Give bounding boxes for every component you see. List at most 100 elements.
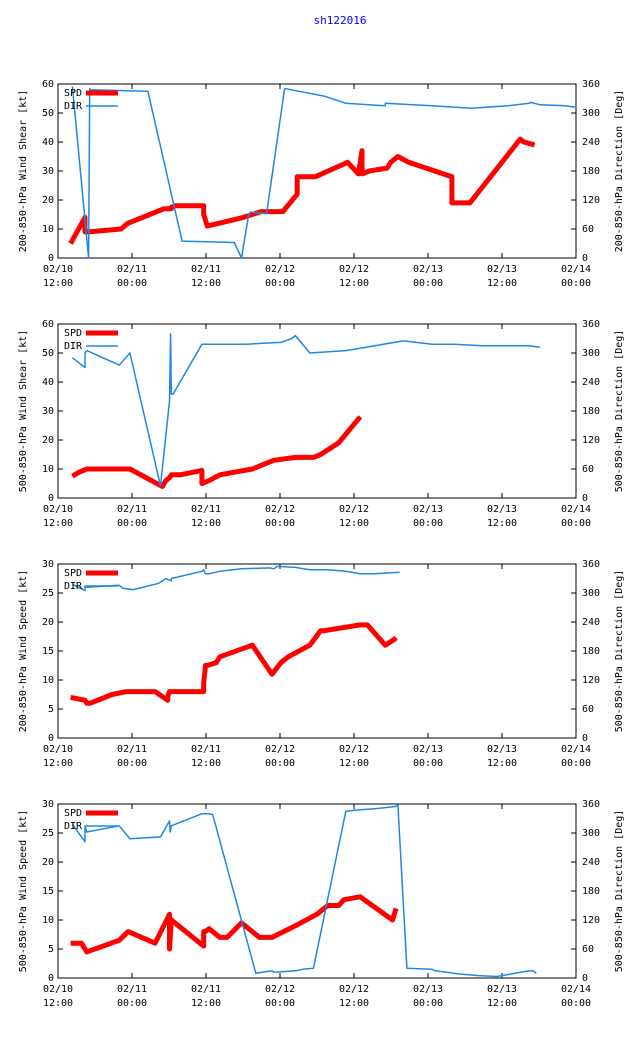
y2tick-label: 300 bbox=[582, 588, 600, 599]
ytick-label: 40 bbox=[42, 377, 54, 388]
y2tick-label: 180 bbox=[582, 646, 600, 657]
spd-series-line bbox=[68, 136, 536, 245]
y2tick-label: 360 bbox=[582, 319, 600, 330]
xtick-label-time: 00:00 bbox=[265, 278, 295, 289]
y2tick-label: 360 bbox=[582, 559, 600, 570]
xtick-label-date: 02/10 bbox=[43, 744, 73, 755]
ytick-label: 50 bbox=[42, 348, 54, 359]
xtick-label-time: 12:00 bbox=[339, 758, 369, 769]
ytick-label: 20 bbox=[42, 435, 54, 446]
y2tick-label: 60 bbox=[582, 224, 594, 235]
xtick-label-time: 00:00 bbox=[265, 758, 295, 769]
xtick-label-date: 02/12 bbox=[339, 984, 369, 995]
y2label: 500-850-hPa Direction [Deg] bbox=[614, 810, 625, 973]
xtick-label-date: 02/11 bbox=[117, 264, 147, 275]
y2tick-label: 180 bbox=[582, 166, 600, 177]
legend-spd-label: SPD bbox=[64, 88, 82, 99]
xtick-label-time: 12:00 bbox=[487, 758, 517, 769]
xtick-label-time: 12:00 bbox=[339, 998, 369, 1009]
xtick-label-date: 02/13 bbox=[413, 984, 443, 995]
xtick-label-time: 00:00 bbox=[117, 998, 147, 1009]
xtick-label-date: 02/13 bbox=[413, 504, 443, 515]
ytick-label: 10 bbox=[42, 224, 54, 235]
dir-series-line bbox=[71, 86, 577, 259]
xtick-label-date: 02/14 bbox=[561, 264, 591, 275]
xtick-label-date: 02/13 bbox=[487, 504, 517, 515]
dir-series-line bbox=[71, 332, 541, 487]
plot-frame-2 bbox=[57, 563, 577, 739]
xtick-label-time: 12:00 bbox=[43, 758, 73, 769]
ytick-label: 0 bbox=[48, 733, 54, 744]
y2tick-label: 120 bbox=[582, 915, 600, 926]
xtick-label-time: 00:00 bbox=[117, 278, 147, 289]
y2tick-label: 360 bbox=[582, 79, 600, 90]
xtick-label-time: 12:00 bbox=[43, 998, 73, 1009]
xtick-label-time: 12:00 bbox=[339, 278, 369, 289]
xtick-label-time: 12:00 bbox=[43, 518, 73, 529]
ytick-label: 20 bbox=[42, 857, 54, 868]
xtick-label-date: 02/13 bbox=[487, 744, 517, 755]
y2tick-label: 300 bbox=[582, 108, 600, 119]
xtick-label-date: 02/12 bbox=[265, 264, 295, 275]
xtick-label-time: 00:00 bbox=[413, 998, 443, 1009]
ytick-label: 5 bbox=[48, 944, 54, 955]
legend-spd-label: SPD bbox=[64, 568, 82, 579]
xtick-label-time: 12:00 bbox=[191, 998, 221, 1009]
xtick-label-time: 00:00 bbox=[413, 758, 443, 769]
xtick-label-date: 02/14 bbox=[561, 984, 591, 995]
y2tick-label: 180 bbox=[582, 406, 600, 417]
legend-spd-label: SPD bbox=[64, 808, 82, 819]
ytick-label: 0 bbox=[48, 253, 54, 264]
y2tick-label: 240 bbox=[582, 617, 600, 628]
ytick-label: 50 bbox=[42, 108, 54, 119]
y2tick-label: 240 bbox=[582, 137, 600, 148]
ytick-label: 30 bbox=[42, 166, 54, 177]
xtick-label-time: 00:00 bbox=[561, 518, 591, 529]
ytick-label: 10 bbox=[42, 464, 54, 475]
xtick-label-time: 00:00 bbox=[265, 518, 295, 529]
y2tick-label: 300 bbox=[582, 348, 600, 359]
ytick-label: 60 bbox=[42, 79, 54, 90]
dir-series-line bbox=[71, 804, 537, 978]
xtick-label-time: 00:00 bbox=[561, 998, 591, 1009]
ytick-label: 30 bbox=[42, 559, 54, 570]
ytick-label: 20 bbox=[42, 617, 54, 628]
ytick-label: 10 bbox=[42, 915, 54, 926]
xtick-label-time: 12:00 bbox=[191, 278, 221, 289]
xtick-label-date: 02/10 bbox=[43, 504, 73, 515]
xtick-label-time: 12:00 bbox=[487, 998, 517, 1009]
ytick-label: 60 bbox=[42, 319, 54, 330]
xtick-label-time: 00:00 bbox=[413, 518, 443, 529]
xtick-label-time: 12:00 bbox=[191, 758, 221, 769]
xtick-label-time: 12:00 bbox=[487, 278, 517, 289]
xtick-label-time: 00:00 bbox=[561, 278, 591, 289]
xtick-label-date: 02/14 bbox=[561, 744, 591, 755]
xtick-label-date: 02/13 bbox=[487, 264, 517, 275]
ylabel: 200-850-hPa Wind Speed [kt] bbox=[18, 570, 29, 733]
ylabel: 500-850-hPa Wind Shear [kt] bbox=[18, 330, 29, 493]
ytick-label: 40 bbox=[42, 137, 54, 148]
xtick-label-date: 02/12 bbox=[265, 504, 295, 515]
xtick-label-time: 12:00 bbox=[339, 518, 369, 529]
ytick-label: 0 bbox=[48, 493, 54, 504]
ytick-label: 30 bbox=[42, 406, 54, 417]
y2tick-label: 0 bbox=[582, 973, 588, 984]
ytick-label: 25 bbox=[42, 588, 54, 599]
y2tick-label: 180 bbox=[582, 886, 600, 897]
xtick-label-date: 02/11 bbox=[117, 984, 147, 995]
xtick-label-time: 00:00 bbox=[265, 998, 295, 1009]
xtick-label-date: 02/11 bbox=[191, 744, 221, 755]
y2tick-label: 0 bbox=[582, 253, 588, 264]
y2tick-label: 300 bbox=[582, 828, 600, 839]
legend-dir-label: DIR bbox=[64, 341, 83, 352]
legend-spd-label: SPD bbox=[64, 328, 82, 339]
legend-dir-label: DIR bbox=[64, 581, 83, 592]
y2tick-label: 60 bbox=[582, 464, 594, 475]
xtick-label-time: 00:00 bbox=[117, 518, 147, 529]
y2tick-label: 60 bbox=[582, 944, 594, 955]
xtick-label-date: 02/13 bbox=[487, 984, 517, 995]
y2tick-label: 240 bbox=[582, 857, 600, 868]
legend-dir-label: DIR bbox=[64, 821, 83, 832]
y2label: 500-850-hPa Direction [Deg] bbox=[614, 330, 625, 493]
title-svg: sh122016 bbox=[314, 14, 367, 27]
